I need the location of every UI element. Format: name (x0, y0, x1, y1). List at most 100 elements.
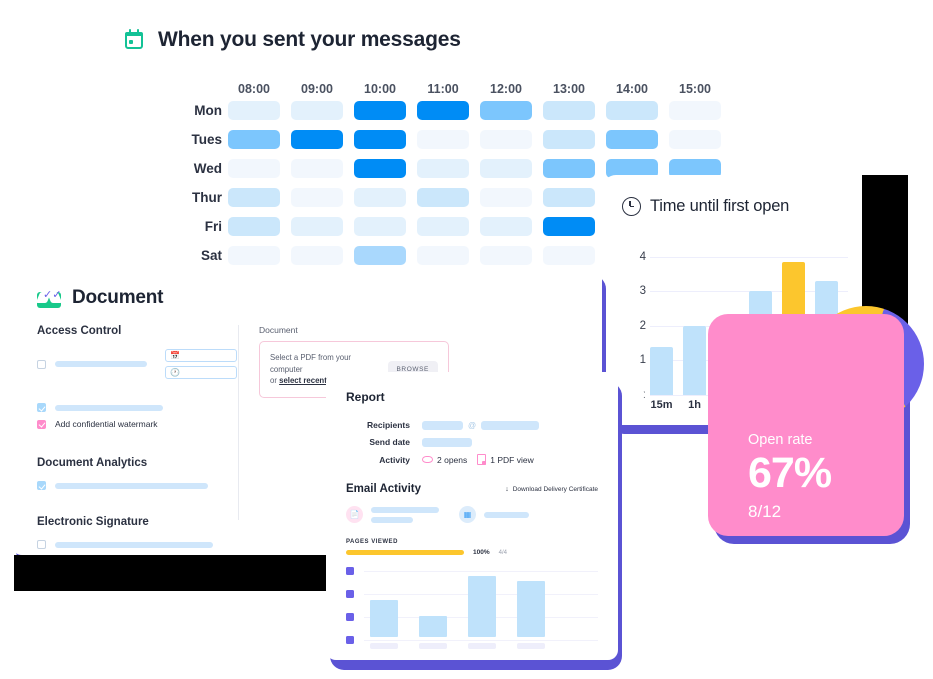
heatmap-cell[interactable] (669, 158, 721, 178)
send-date-placeholder (422, 437, 472, 447)
heatmap-cell[interactable] (354, 100, 406, 120)
electronic-signature-checkbox[interactable] (37, 540, 46, 549)
heatmap-cell[interactable] (291, 187, 343, 207)
heatmap-cell[interactable] (606, 100, 658, 120)
heatmap-cell[interactable] (228, 100, 280, 120)
heatmap-col-label: 11:00 (427, 82, 459, 96)
watermark-enable-checkbox[interactable] (37, 403, 46, 412)
open-rate-card: Open rate 67% 8/12 (708, 314, 904, 536)
activity-placeholder-group (371, 506, 439, 523)
heatmap-cell[interactable] (228, 216, 280, 236)
heatmap-cell[interactable] (480, 129, 532, 149)
heatmap-cell[interactable] (543, 129, 595, 149)
report-field-key: Recipients (367, 420, 410, 430)
recipient-placeholder-b (481, 420, 540, 430)
heatmap-cell[interactable] (543, 187, 595, 207)
heatmap-title: When you sent your messages (158, 28, 461, 51)
expiry-date-input[interactable]: 📅 (165, 349, 237, 362)
report-chart-bar[interactable] (517, 580, 545, 637)
pages-viewed-row: 100% 4/4 (346, 549, 598, 556)
expiry-time-input[interactable]: 🕐 (165, 366, 237, 379)
list-item[interactable]: ▦ (459, 506, 529, 523)
heatmap-col-label: 08:00 (238, 82, 270, 96)
heatmap-cell[interactable] (480, 158, 532, 178)
confidential-watermark-row[interactable]: Add confidential watermark (37, 419, 237, 429)
document-analytics-row[interactable] (37, 481, 237, 490)
report-chart-bar[interactable] (419, 615, 447, 637)
heatmap-header: When you sent your messages (96, 0, 640, 52)
pdf-views-label: 1 PDF view (490, 454, 534, 465)
report-card: Report Recipients @ Send date Activity (326, 372, 618, 660)
watermark-toggle-row[interactable] (37, 403, 237, 412)
heatmap-cell[interactable] (417, 129, 469, 149)
heatmap-row-label: Fri (204, 218, 222, 234)
eye-icon (422, 456, 433, 463)
download-icon: ↓ (505, 485, 509, 493)
watermark-placeholder-text (55, 404, 163, 411)
heatmap-cell[interactable] (543, 100, 595, 120)
document-analytics-checkbox[interactable] (37, 481, 46, 490)
heatmap-cell[interactable] (417, 187, 469, 207)
envelope-check-icon: ✓✓ (35, 288, 63, 308)
heatmap-cell[interactable] (606, 158, 658, 178)
heatmap-cell[interactable] (417, 158, 469, 178)
document-divider (238, 325, 239, 520)
heatmap-cell[interactable] (228, 245, 280, 265)
heatmap-cell[interactable] (291, 158, 343, 178)
heatmap-cell[interactable] (669, 129, 721, 149)
report-chart-bar[interactable] (370, 600, 398, 637)
heatmap-cell[interactable] (291, 245, 343, 265)
heatmap-cell[interactable] (354, 245, 406, 265)
heatmap-cell[interactable] (228, 129, 280, 149)
upload-recent-link[interactable]: select recently used (279, 376, 354, 386)
heatmap-cell[interactable] (417, 216, 469, 236)
heatmap-cell[interactable] (480, 216, 532, 236)
heatmap-cell[interactable] (291, 216, 343, 236)
heatmap-cell[interactable] (228, 187, 280, 207)
heatmap-cell[interactable] (228, 158, 280, 178)
heatmap-cell[interactable] (480, 245, 532, 265)
gridline (364, 639, 598, 641)
heatmap-row-label: Sat (200, 247, 222, 263)
confidential-watermark-label: Add confidential watermark (55, 419, 158, 429)
document-analytics-heading: Document Analytics (37, 457, 148, 469)
upload-label: Document (259, 325, 298, 335)
heatmap-cell[interactable] (543, 245, 595, 265)
heatmap-cell[interactable] (354, 129, 406, 149)
report-chart-x-label (468, 643, 496, 649)
heatmap-cell[interactable] (606, 129, 658, 149)
list-item[interactable]: 📄 (346, 506, 439, 523)
heatmap-cell[interactable] (543, 158, 595, 178)
upload-or: or (270, 376, 280, 386)
heatmap-cell[interactable] (480, 187, 532, 207)
confidential-watermark-checkbox[interactable] (37, 419, 46, 429)
document-analytics-placeholder-text (55, 482, 208, 489)
heatmap-cell[interactable] (354, 216, 406, 236)
heatmap-cell[interactable] (417, 245, 469, 265)
gridline (364, 571, 598, 572)
access-control-row[interactable]: 📅 🕐 (37, 349, 237, 379)
heatmap-row-label: Thur (192, 189, 222, 205)
heatmap-col-label: 09:00 (301, 82, 333, 96)
at-symbol: @ (468, 420, 477, 430)
heatmap-cell[interactable] (480, 100, 532, 120)
heatmap-cell[interactable] (669, 100, 721, 120)
report-chart-y-marker (346, 612, 354, 621)
electronic-signature-row[interactable] (37, 540, 237, 549)
time-chart-bar[interactable] (683, 325, 706, 395)
grid-icon: ▦ (459, 506, 476, 523)
report-chart-bar[interactable] (468, 576, 496, 637)
heatmap-cell[interactable] (291, 129, 343, 149)
document-title: Document (72, 287, 164, 308)
heatmap-cell[interactable] (291, 100, 343, 120)
clock-icon: 🕐 (170, 367, 180, 377)
access-control-checkbox[interactable] (37, 359, 46, 369)
report-field-value: @ (422, 420, 540, 430)
heatmap-cell[interactable] (354, 158, 406, 178)
heatmap-cell[interactable] (354, 187, 406, 207)
time-chart-bar[interactable] (650, 346, 673, 395)
heatmap-cell[interactable] (417, 100, 469, 120)
heatmap-cell[interactable] (543, 216, 595, 236)
download-delivery-certificate-link[interactable]: ↓ Download Delivery Certificate (505, 486, 598, 493)
